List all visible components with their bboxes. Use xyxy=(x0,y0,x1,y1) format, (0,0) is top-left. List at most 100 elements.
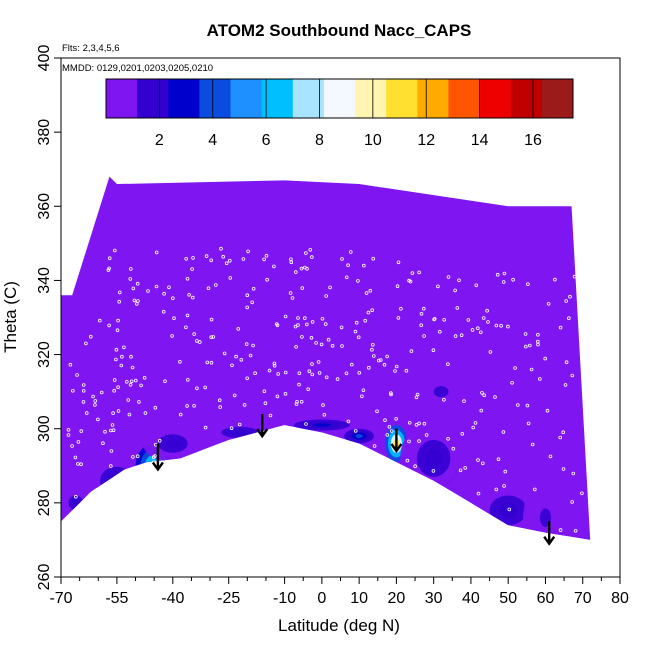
sample-point xyxy=(346,419,351,424)
sample-point xyxy=(496,457,501,462)
sample-point xyxy=(309,335,314,340)
sample-point xyxy=(474,283,479,288)
sample-point xyxy=(217,398,222,403)
sample-point xyxy=(300,335,304,339)
sample-point xyxy=(136,299,140,303)
sample-point xyxy=(378,358,383,362)
x-tick-label: -25 xyxy=(217,590,240,607)
sample-point xyxy=(186,377,190,382)
sample-point xyxy=(558,435,562,440)
x-axis: -70 -55 -40 -25 -10 0 10 20 30 40 50 60 70 80 xyxy=(49,577,629,607)
sample-point xyxy=(154,284,159,289)
x-tick-label: 10 xyxy=(350,590,368,607)
colorbar-swatch xyxy=(417,79,449,118)
sample-point xyxy=(302,316,307,320)
y-tick-label: 380 xyxy=(36,119,53,146)
sample-point xyxy=(127,412,132,417)
sample-point xyxy=(276,372,281,376)
chart-subtitle-line-1: Flts: 2,3,4,5,6 xyxy=(62,43,120,54)
sample-point xyxy=(436,284,440,289)
sample-point xyxy=(178,359,182,364)
sample-point xyxy=(195,386,199,391)
x-tick-label: 20 xyxy=(388,590,406,607)
sample-point xyxy=(142,375,147,380)
sample-point xyxy=(361,388,366,393)
sample-point xyxy=(228,258,232,263)
hotspot-1-level-1 xyxy=(100,466,134,495)
flight-arrows xyxy=(151,413,556,546)
sample-point xyxy=(305,266,309,271)
sample-point xyxy=(415,392,420,397)
sample-point xyxy=(294,344,298,349)
arrow-3-head xyxy=(543,535,556,546)
sample-point xyxy=(488,350,493,354)
sample-point xyxy=(321,403,325,407)
colorbar-tick-label: 4 xyxy=(208,132,217,149)
colorbar-swatch xyxy=(355,79,387,118)
sample-point xyxy=(185,276,190,281)
sample-point xyxy=(132,298,137,303)
sample-point xyxy=(187,292,191,297)
sample-point xyxy=(300,286,305,290)
sample-point xyxy=(501,280,506,284)
sample-point xyxy=(457,278,461,283)
sample-point xyxy=(161,309,166,314)
sample-point xyxy=(370,308,375,313)
sample-point xyxy=(283,370,288,375)
sample-point xyxy=(245,305,250,310)
sample-point xyxy=(178,412,183,417)
sample-point xyxy=(471,425,476,430)
sample-point xyxy=(535,339,540,344)
sample-point xyxy=(389,392,393,397)
sample-point xyxy=(171,296,175,301)
sample-point xyxy=(526,282,530,287)
sample-point xyxy=(209,258,214,263)
sample-point xyxy=(396,316,401,320)
sample-point xyxy=(81,388,86,393)
sample-point xyxy=(163,379,167,384)
heatmap-field xyxy=(61,176,591,540)
sample-point xyxy=(245,376,250,381)
sample-point xyxy=(405,458,410,463)
sample-point xyxy=(310,362,314,366)
x-axis-label: Latitude (deg N) xyxy=(278,616,400,635)
sample-point xyxy=(387,424,392,429)
sample-point xyxy=(515,403,520,407)
sample-point xyxy=(283,314,288,319)
sample-point xyxy=(419,323,424,328)
sample-point xyxy=(571,471,576,476)
sample-point xyxy=(172,316,176,321)
sample-point xyxy=(267,368,272,373)
sample-point xyxy=(118,290,122,295)
sample-point xyxy=(356,335,361,340)
sample-point xyxy=(139,383,143,388)
sample-point xyxy=(96,417,100,422)
sample-point xyxy=(308,248,313,252)
sample-point xyxy=(422,421,427,426)
sample-point xyxy=(421,306,426,311)
x-tick-label: 60 xyxy=(537,590,555,607)
sample-point xyxy=(304,251,308,255)
y-tick-label: 280 xyxy=(36,489,53,516)
sample-point xyxy=(407,420,412,425)
sample-point xyxy=(340,257,344,261)
sample-point xyxy=(339,325,344,330)
arrow-2-head xyxy=(390,443,403,454)
sample-point xyxy=(98,318,102,323)
sample-point xyxy=(366,365,371,370)
colorbar-swatch xyxy=(261,79,294,118)
sample-point xyxy=(119,363,124,368)
sample-point xyxy=(573,528,578,533)
sample-point xyxy=(356,279,360,283)
sample-point xyxy=(154,250,159,255)
sample-point xyxy=(442,317,447,322)
sample-point xyxy=(507,507,512,512)
sample-point xyxy=(511,277,515,282)
sample-point xyxy=(293,324,298,329)
sample-point xyxy=(222,351,227,356)
sample-point xyxy=(221,254,226,259)
sample-point xyxy=(431,469,436,473)
sample-point xyxy=(580,491,584,496)
sample-point xyxy=(84,411,89,415)
sample-point xyxy=(479,408,484,413)
